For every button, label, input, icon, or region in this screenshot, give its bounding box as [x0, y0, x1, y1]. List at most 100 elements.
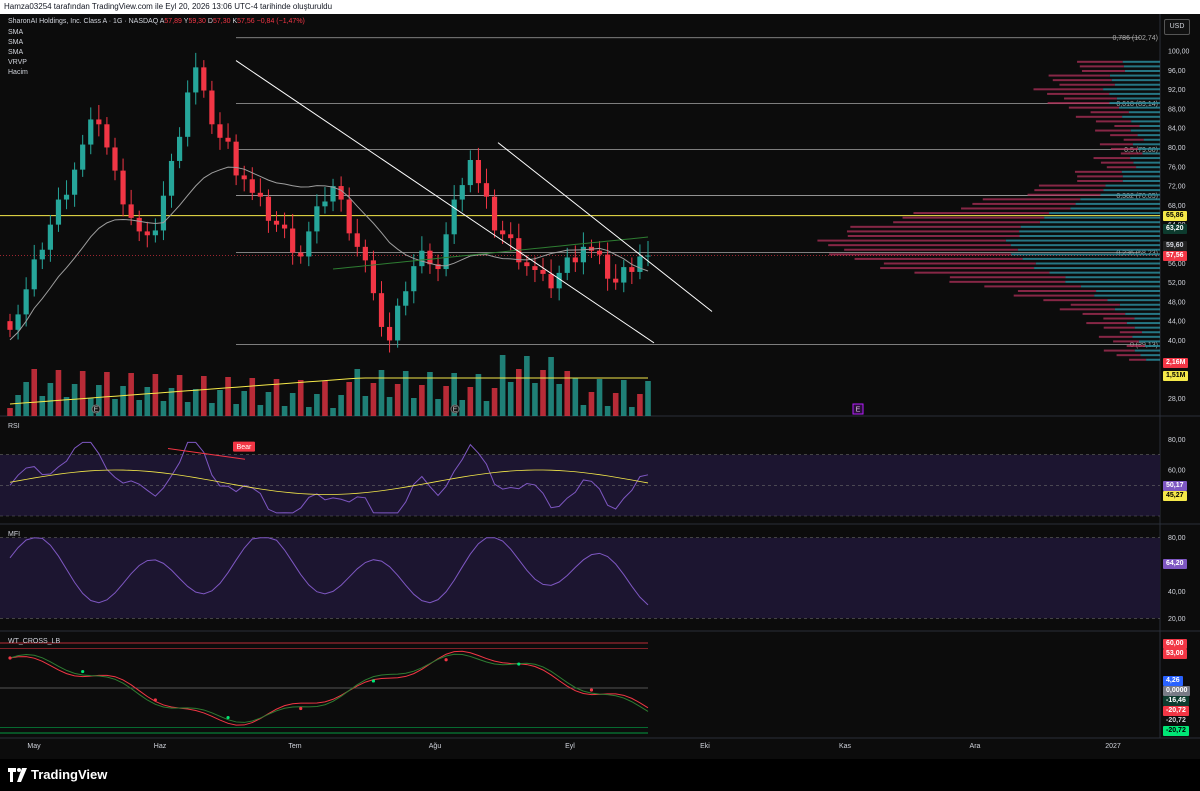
volume-profile-bar — [1100, 193, 1160, 196]
candle-body — [160, 195, 167, 231]
candle-body — [281, 224, 288, 229]
volume-profile-bar — [1065, 280, 1160, 283]
earnings-marker — [91, 404, 101, 414]
volume-profile-bar — [1131, 120, 1160, 123]
indicator-sma-1[interactable]: SMA — [8, 29, 24, 36]
indicator-sma-3[interactable]: SMA — [8, 49, 24, 56]
volume-bar — [467, 387, 474, 416]
volume-profile-bar — [1090, 111, 1129, 114]
candle-body — [265, 196, 272, 221]
volume-profile-bar — [1123, 65, 1160, 68]
volume-profile-bar — [1013, 294, 1095, 297]
candle-body — [80, 144, 86, 170]
volume-profile-bar — [1019, 230, 1160, 233]
volume-profile-bar — [1116, 354, 1141, 357]
volume-bar — [314, 394, 320, 416]
mfi-line — [9, 537, 649, 606]
indicator-volume[interactable]: Hacim — [8, 69, 28, 76]
rsi-pane-title[interactable]: RSI — [8, 423, 20, 430]
candle-body — [136, 217, 142, 232]
candle-body — [63, 194, 70, 200]
volume-profile-bar — [1137, 147, 1160, 150]
candle-body — [330, 186, 336, 202]
candle-body — [451, 199, 457, 235]
volume-profile-bar — [1122, 175, 1160, 178]
volume-profile-bar — [1049, 212, 1160, 215]
rsi-tick-label: 80,00 — [1168, 437, 1186, 444]
volume-bar — [47, 383, 54, 416]
candle-body — [15, 314, 21, 330]
price-tag-sma-grey: 59,60 — [1163, 240, 1187, 251]
rsi-value-tag: 50,17 — [1163, 481, 1187, 491]
candle-body — [435, 264, 441, 270]
wt-pane-title[interactable]: WT_CROSS_LB — [8, 638, 61, 645]
volume-bar — [176, 375, 183, 416]
candle-body — [411, 266, 417, 292]
time-axis-label: Eyl — [565, 743, 575, 750]
volume-profile-bar — [1035, 262, 1160, 265]
candle-body — [338, 186, 344, 200]
candle-body — [23, 289, 29, 315]
rsi-ma-tag: 45,27 — [1163, 491, 1187, 501]
volume-profile-bar — [913, 212, 1050, 215]
volume-profile-bar — [1124, 69, 1160, 72]
volume-profile-bar — [1132, 143, 1160, 146]
volume-profile-bar — [846, 230, 1020, 233]
chart-canvas[interactable]: 104,00100,0096,0092,0088,0084,0080,0076,… — [0, 14, 1200, 759]
volume-profile-bar — [949, 280, 1066, 283]
volume-bar — [71, 384, 78, 416]
volume-bar — [79, 371, 86, 416]
time-axis-label: Tem — [288, 743, 301, 750]
indicator-vrvp[interactable]: VRVP — [8, 59, 27, 66]
volume-profile-bar — [1010, 244, 1160, 247]
volume-profile-bar — [1103, 326, 1135, 329]
volume-profile-bar — [1134, 326, 1160, 329]
mfi-pane-title[interactable]: MFI — [8, 531, 21, 538]
mfi-band — [0, 537, 1160, 619]
chart-area[interactable]: 104,00100,0096,0092,0088,0084,0080,0076,… — [0, 14, 1200, 759]
volume-profile-bar — [1103, 349, 1135, 352]
footer-bar: TradingView — [0, 759, 1200, 791]
volume-profile-bar — [1139, 124, 1160, 127]
volume-bar — [257, 405, 264, 416]
volume-bar — [386, 397, 393, 416]
currency-button[interactable]: USD — [1164, 19, 1190, 35]
candle-body — [7, 321, 13, 330]
volume-profile-bar — [1033, 88, 1104, 91]
fib-level-label: 0,618 (89,14) — [1116, 101, 1158, 108]
volume-bar — [289, 393, 296, 416]
sma-grey-line — [9, 166, 649, 341]
volume-profile-bar — [1111, 79, 1160, 82]
time-axis-label: Kas — [839, 743, 852, 750]
volume-profile-bar — [1099, 143, 1133, 146]
sma-green-line — [332, 236, 649, 270]
volume-profile-bar — [1126, 322, 1160, 325]
bear-divergence-line — [167, 448, 246, 460]
bear-label-text: Bear — [237, 444, 252, 451]
indicator-sma-2[interactable]: SMA — [8, 39, 24, 46]
volume-bar — [451, 373, 457, 416]
volume-profile-bar — [1077, 60, 1123, 63]
open-value: 57,89 — [164, 18, 182, 25]
candle-body — [500, 230, 506, 235]
volume-profile-bar — [1119, 303, 1160, 306]
volume-profile-bar — [1100, 161, 1134, 164]
candle-body — [629, 267, 635, 272]
volume-bar — [564, 371, 571, 416]
volume-profile-bar — [1047, 92, 1110, 95]
volume-bar — [249, 378, 256, 416]
earnings-marker-label: E — [94, 407, 99, 414]
volume-profile-bar — [1122, 115, 1160, 118]
wt-cross-dot — [8, 656, 12, 660]
price-tick-label: 76,00 — [1168, 164, 1186, 171]
volume-profile-bar — [1107, 299, 1160, 302]
candle-body — [540, 270, 546, 274]
candle-body — [314, 206, 320, 232]
candle-body — [31, 259, 37, 290]
volume-profile-bar — [1038, 184, 1106, 187]
volume-bar — [427, 372, 433, 416]
candle-body — [475, 159, 482, 184]
volume-profile-bar — [1082, 312, 1126, 315]
volume-profile-bar — [880, 267, 1035, 270]
volume-bar — [604, 406, 611, 416]
